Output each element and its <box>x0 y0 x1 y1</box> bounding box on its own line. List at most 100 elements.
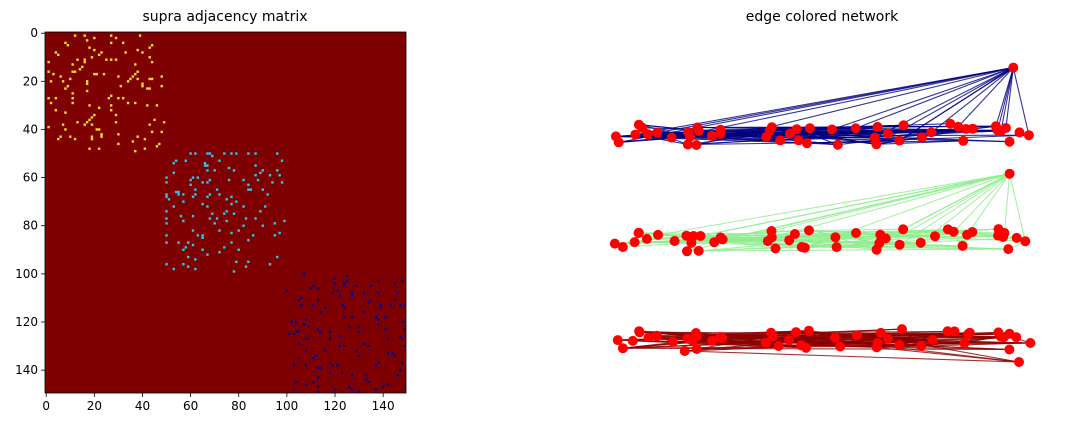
network-edge <box>789 132 877 145</box>
network-node <box>634 327 645 338</box>
heatmap-cells <box>47 34 406 393</box>
heatmap-cell <box>141 82 144 85</box>
network-edge <box>1003 173 1011 234</box>
heatmap-cell <box>230 202 233 206</box>
heatmap-cell <box>304 383 308 386</box>
network-node <box>791 327 801 338</box>
heatmap-cell <box>215 188 219 191</box>
network-node <box>942 326 953 337</box>
network-node <box>995 126 1006 136</box>
heatmap-cell <box>304 349 308 353</box>
network-node <box>852 330 863 341</box>
heatmap-cell <box>201 234 204 237</box>
heatmap-cell <box>97 128 101 131</box>
heatmap-cell <box>276 255 279 259</box>
heatmap-cell <box>203 164 207 167</box>
heatmap-cell <box>304 337 308 341</box>
heatmap-cell <box>237 248 240 252</box>
heatmap-cell <box>278 231 281 235</box>
network-panel: edge colored network <box>609 9 1036 367</box>
heatmap-cell <box>109 94 113 97</box>
heatmap-cell <box>126 101 130 105</box>
heatmap-cell <box>189 183 192 187</box>
network-node <box>871 139 882 150</box>
network-node <box>872 121 883 132</box>
heatmap-cell <box>367 380 370 384</box>
network-node <box>766 226 777 236</box>
network-node <box>707 335 718 346</box>
network-node <box>695 231 706 241</box>
heatmap-cell <box>398 303 402 307</box>
heatmap-cell <box>273 222 277 225</box>
network-node <box>803 325 814 336</box>
heatmap-cell <box>172 267 175 271</box>
heatmap-cell <box>196 234 200 237</box>
heatmap-cell <box>47 60 50 64</box>
network-node <box>652 330 662 341</box>
heatmap-cell <box>150 130 154 134</box>
heatmap-cell <box>312 303 315 307</box>
heatmap-cell <box>401 337 404 341</box>
heatmap-cell <box>307 337 310 341</box>
heatmap-cell <box>184 246 187 249</box>
heatmap-cell <box>138 34 142 37</box>
heatmap-cell <box>71 96 74 100</box>
heatmap-cell <box>232 212 236 215</box>
network-node <box>715 128 726 139</box>
network-node <box>871 342 882 353</box>
heatmap-cell <box>131 75 135 78</box>
network-edge <box>995 67 1014 127</box>
network-node <box>1014 127 1025 138</box>
heatmap-cell <box>109 41 113 45</box>
network-edge <box>684 336 1017 352</box>
heatmap-cell <box>117 133 120 136</box>
heatmap-cell <box>109 109 113 112</box>
heatmap-cell <box>261 188 265 191</box>
network-node <box>916 340 927 351</box>
network-node <box>945 118 956 129</box>
heatmap-cell <box>100 51 103 54</box>
heatmap-cell <box>206 205 209 208</box>
heatmap-cell <box>134 63 137 66</box>
heatmap-cell <box>203 161 207 165</box>
heatmap-cell <box>230 152 233 155</box>
network-node <box>1004 168 1015 179</box>
heatmap-cell <box>247 260 250 264</box>
heatmap-cell <box>182 219 185 223</box>
network-node <box>804 225 814 236</box>
heatmap-cell <box>365 378 368 381</box>
heatmap-cell <box>73 34 77 37</box>
heatmap-cell <box>136 77 139 81</box>
heatmap-cell <box>333 282 337 285</box>
heatmap-cell <box>381 385 385 389</box>
network-node <box>773 341 784 351</box>
heatmap-cell <box>288 332 291 336</box>
network-edge <box>698 248 1009 252</box>
heatmap-cell <box>396 373 399 377</box>
network-node <box>961 124 972 134</box>
heatmap-cell <box>242 178 245 182</box>
network-edge <box>953 173 1010 233</box>
network-edge <box>657 173 1010 236</box>
heatmap-cell <box>223 246 226 249</box>
heatmap-cell <box>136 70 139 73</box>
heatmap-cell <box>201 248 204 252</box>
heatmap-cell <box>280 159 284 162</box>
heatmap-cell <box>143 137 147 141</box>
heatmap-cell <box>76 58 79 61</box>
heatmap-cell <box>403 303 406 307</box>
network-edge <box>795 331 836 339</box>
network-node <box>653 229 663 240</box>
network-node <box>637 122 648 133</box>
heatmap-cell <box>312 380 315 384</box>
heatmap-cell <box>186 255 190 259</box>
heatmap-cell <box>81 65 84 69</box>
network-node <box>766 122 777 133</box>
heatmap-cell <box>302 323 305 326</box>
heatmap-cell <box>316 376 320 379</box>
heatmap-cell <box>191 195 195 199</box>
network-node <box>875 327 886 338</box>
heatmap-cell <box>83 34 86 37</box>
heatmap-cell <box>285 289 289 292</box>
heatmap-cell <box>182 193 185 196</box>
